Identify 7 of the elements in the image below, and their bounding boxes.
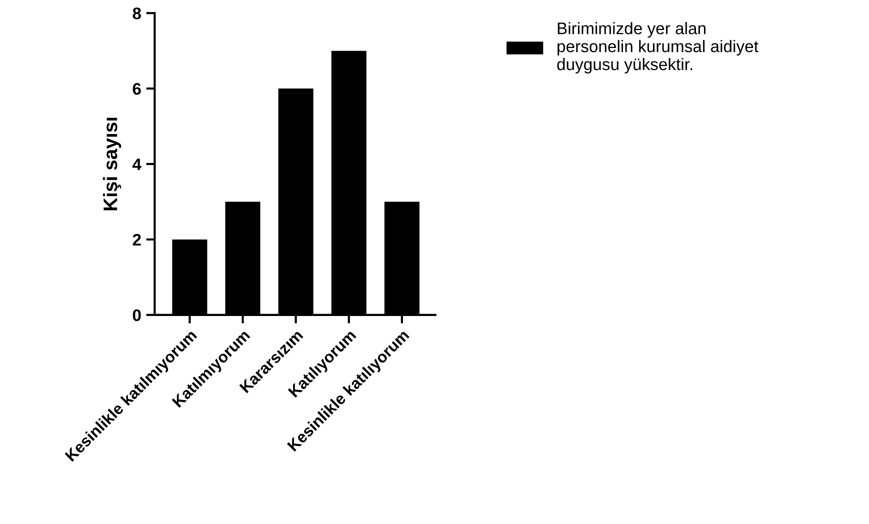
y-tick-label: 0	[132, 309, 141, 322]
legend-label: Birimimizde yer alan personelin kurumsal aidiyet duygusu yüksektir.	[557, 22, 758, 74]
y-tick-label: 6	[132, 82, 141, 95]
y-tick-label: 8	[132, 8, 141, 20]
y-tick-label: 2	[132, 234, 141, 246]
y-axis-title: Kişi sayısı	[102, 118, 122, 210]
y-tick-label: 4	[132, 158, 142, 170]
